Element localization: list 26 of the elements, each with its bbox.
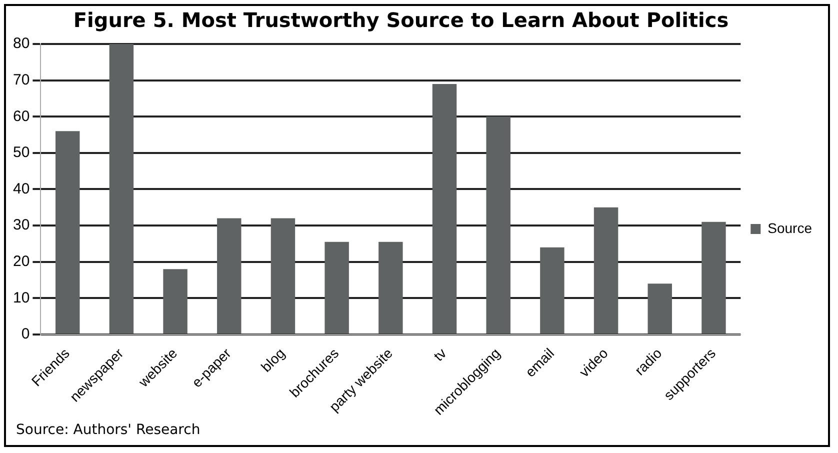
y-tick-label: 20: [12, 253, 30, 270]
chart-title: Figure 5. Most Trustworthy Source to Learn About Politics: [72, 8, 730, 32]
bar: [55, 131, 80, 334]
y-tick-label: 50: [12, 144, 30, 162]
y-tick-label: 40: [12, 180, 30, 198]
y-tick-label: 0: [21, 326, 30, 343]
bar: [540, 247, 564, 334]
y-tick-label: 80: [12, 35, 30, 52]
bar: [163, 269, 188, 334]
bar: [324, 242, 349, 334]
bar: [702, 222, 726, 334]
bar: [217, 218, 242, 334]
bar: [486, 116, 510, 334]
bar: [378, 242, 403, 334]
bar: [648, 284, 672, 334]
y-tick-label: 10: [12, 289, 30, 306]
legend-label: Source: [768, 220, 812, 236]
bar: [432, 84, 457, 334]
y-tick-label: 70: [12, 71, 30, 88]
source-note: Source: Authors' Research: [16, 422, 200, 438]
bar: [270, 218, 296, 334]
x-tick-label: blog: [258, 344, 288, 375]
y-tick-label: 60: [12, 108, 30, 125]
bar: [594, 207, 618, 334]
y-tick-label: 30: [12, 216, 30, 234]
bar: [109, 44, 134, 334]
